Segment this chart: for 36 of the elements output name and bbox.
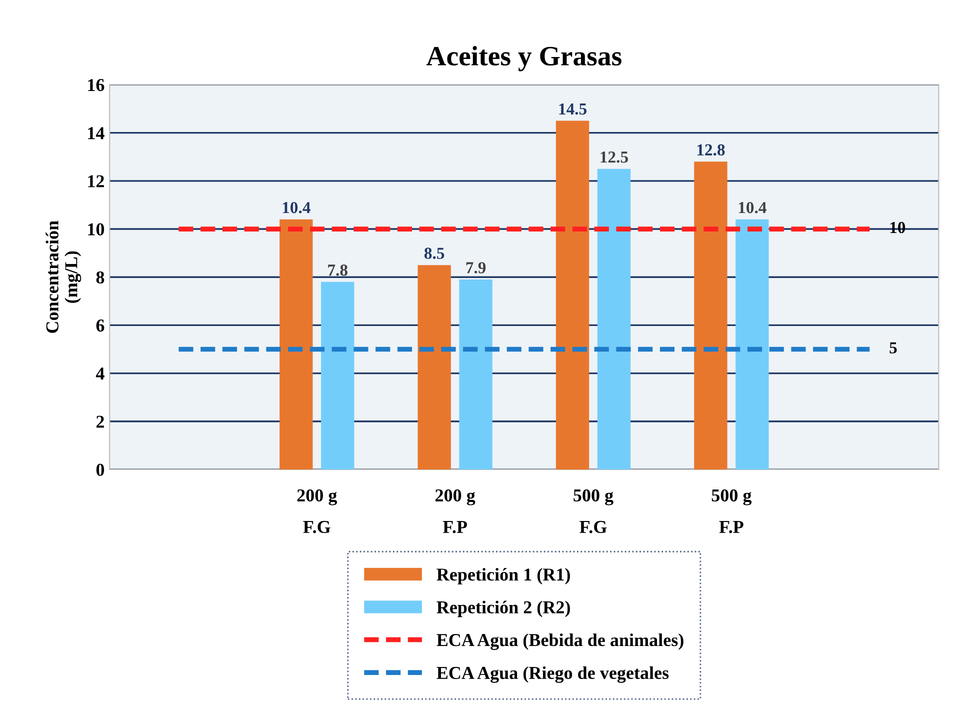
data-label: 12.8 [697,144,725,156]
legend-label: ECA Agua (Bebida de animales) [436,633,684,650]
data-label: 7.9 [466,262,486,274]
x-tick-label: 500 g F.P [712,489,752,534]
data-label: 5 [890,342,897,354]
bar [736,219,769,470]
bar [694,162,728,470]
y-tick-label: 16 [88,79,104,92]
legend-label: ECA Agua (Riego de vegetales [436,666,669,683]
chart-title: Aceites y Grasas [426,46,622,72]
legend-label: Repetición 1 (R1) [436,568,570,584]
y-tick-label: 8 [96,271,104,284]
data-label: 10.4 [738,202,766,214]
data-label: 10.4 [282,202,310,214]
y-axis-title: Concentración (mg/L) [46,220,82,333]
x-tick-label: 200 g F.G [297,489,338,534]
y-tick-label: 12 [88,175,104,188]
y-tick-label: 2 [96,416,104,428]
y-tick-label: 14 [88,127,104,140]
data-label: 8.5 [424,248,444,259]
bar [556,120,590,470]
bar [459,280,492,470]
data-label: 12.5 [600,152,628,163]
data-label: 14.5 [559,103,586,115]
y-tick-label: 6 [96,320,104,332]
legend-label: Repetición 2 (R2) [436,600,570,618]
bar [321,282,354,470]
bar [280,219,313,470]
y-tick-label: 10 [88,223,104,236]
y-tick-label: 0 [96,464,104,476]
y-tick-label: 4 [96,368,104,380]
bar [597,168,631,470]
data-label: 7.8 [328,264,348,276]
x-tick-label: 200 g F.P [436,489,476,534]
x-tick-label: 500 g F.G [574,489,614,534]
bar [418,265,451,470]
